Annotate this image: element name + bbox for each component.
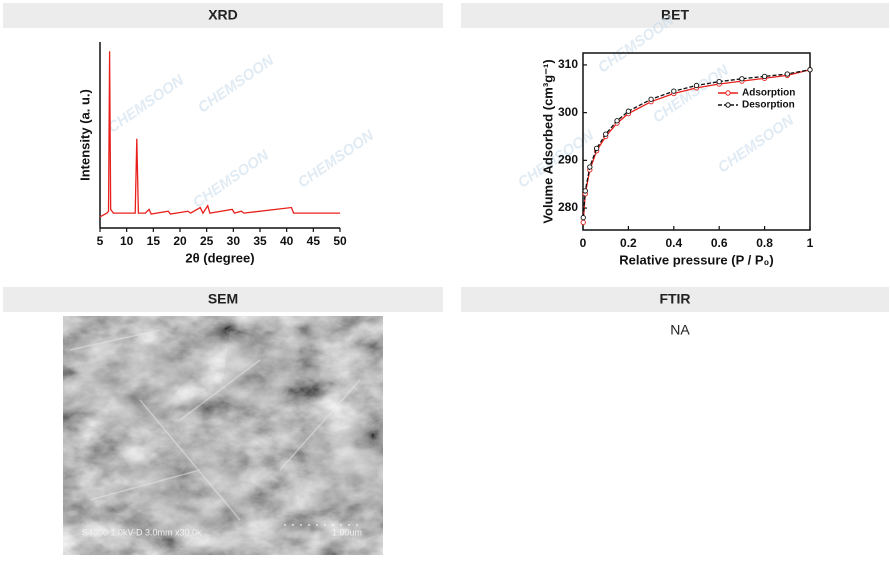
- data-point: [648, 96, 654, 102]
- data-point: [716, 78, 722, 85]
- data-point: [582, 188, 588, 194]
- watermark: CHEMSOON: [190, 146, 273, 211]
- data-point: [739, 76, 745, 82]
- data-point: [784, 71, 790, 77]
- y-tick-label: 280: [558, 200, 578, 214]
- x-tick-label: 5: [97, 234, 104, 248]
- x-tick-label: 45: [307, 234, 321, 248]
- sem-scale-label: 1.00um: [332, 527, 362, 537]
- sem-caption: S4800 1.0kV-D 3.0mm x30.0k: [82, 527, 202, 537]
- data-point: [671, 88, 677, 94]
- data-point: [761, 73, 768, 80]
- x-tick-label: 35: [253, 234, 267, 248]
- panel-title: FTIR: [659, 291, 690, 307]
- x-axis-label: Relative pressure (P / P₀): [619, 252, 773, 267]
- header-bar: [3, 3, 443, 28]
- data-point: [580, 214, 586, 221]
- header-bar: [461, 3, 889, 28]
- x-tick-label: 0.6: [711, 236, 728, 250]
- sem-image: [63, 316, 383, 555]
- legend-marker: [725, 102, 731, 108]
- x-tick-label: 0.2: [620, 236, 637, 250]
- data-point: [693, 82, 700, 89]
- legend-marker: [725, 90, 731, 96]
- data-line: [99, 51, 340, 218]
- panel-title: BET: [661, 7, 689, 23]
- header-bar: [3, 287, 443, 312]
- data-point: [603, 131, 609, 137]
- x-tick-label: 20: [173, 234, 187, 248]
- x-tick-label: 10: [120, 234, 134, 248]
- watermark: CHEMSOON: [515, 126, 598, 191]
- y-tick-label: 310: [558, 57, 578, 71]
- x-tick-label: 1: [807, 236, 814, 250]
- plot-frame: [582, 52, 811, 231]
- x-tick-label: 25: [200, 234, 214, 248]
- y-axis-label: Volume Adsorbed (cm³g⁻¹): [540, 59, 555, 223]
- x-tick-label: 40: [280, 234, 294, 248]
- watermark: CHEMSOON: [105, 71, 188, 136]
- panel-title: SEM: [208, 291, 238, 307]
- x-tick-label: 15: [147, 234, 161, 248]
- x-tick-label: 0.4: [665, 236, 682, 250]
- x-tick-label: 30: [227, 234, 241, 248]
- header-bar: [461, 287, 889, 312]
- watermark: CHEMSOON: [295, 126, 378, 191]
- data-point: [580, 219, 586, 226]
- legend-label: Adsorption: [742, 88, 795, 99]
- y-axis-label: Intensity (a. u.): [77, 89, 92, 181]
- data-point: [625, 108, 632, 114]
- panel-text: NA: [670, 322, 690, 338]
- legend-label: Desorption: [742, 100, 795, 111]
- data-point: [587, 164, 593, 170]
- data-point: [593, 145, 600, 152]
- x-tick-label: 50: [333, 234, 347, 248]
- x-tick-label: 0.8: [756, 236, 773, 250]
- watermark: CHEMSOON: [195, 51, 278, 116]
- x-axis-label: 2θ (degree): [185, 250, 254, 265]
- x-tick-label: 0: [580, 236, 587, 250]
- data-point: [807, 67, 813, 73]
- watermark: CHEMSOON: [650, 61, 733, 126]
- panel-title: XRD: [208, 7, 238, 23]
- watermark: CHEMSOON: [715, 111, 798, 176]
- y-tick-label: 290: [558, 153, 578, 167]
- y-tick-label: 300: [558, 105, 578, 119]
- data-point: [614, 118, 620, 124]
